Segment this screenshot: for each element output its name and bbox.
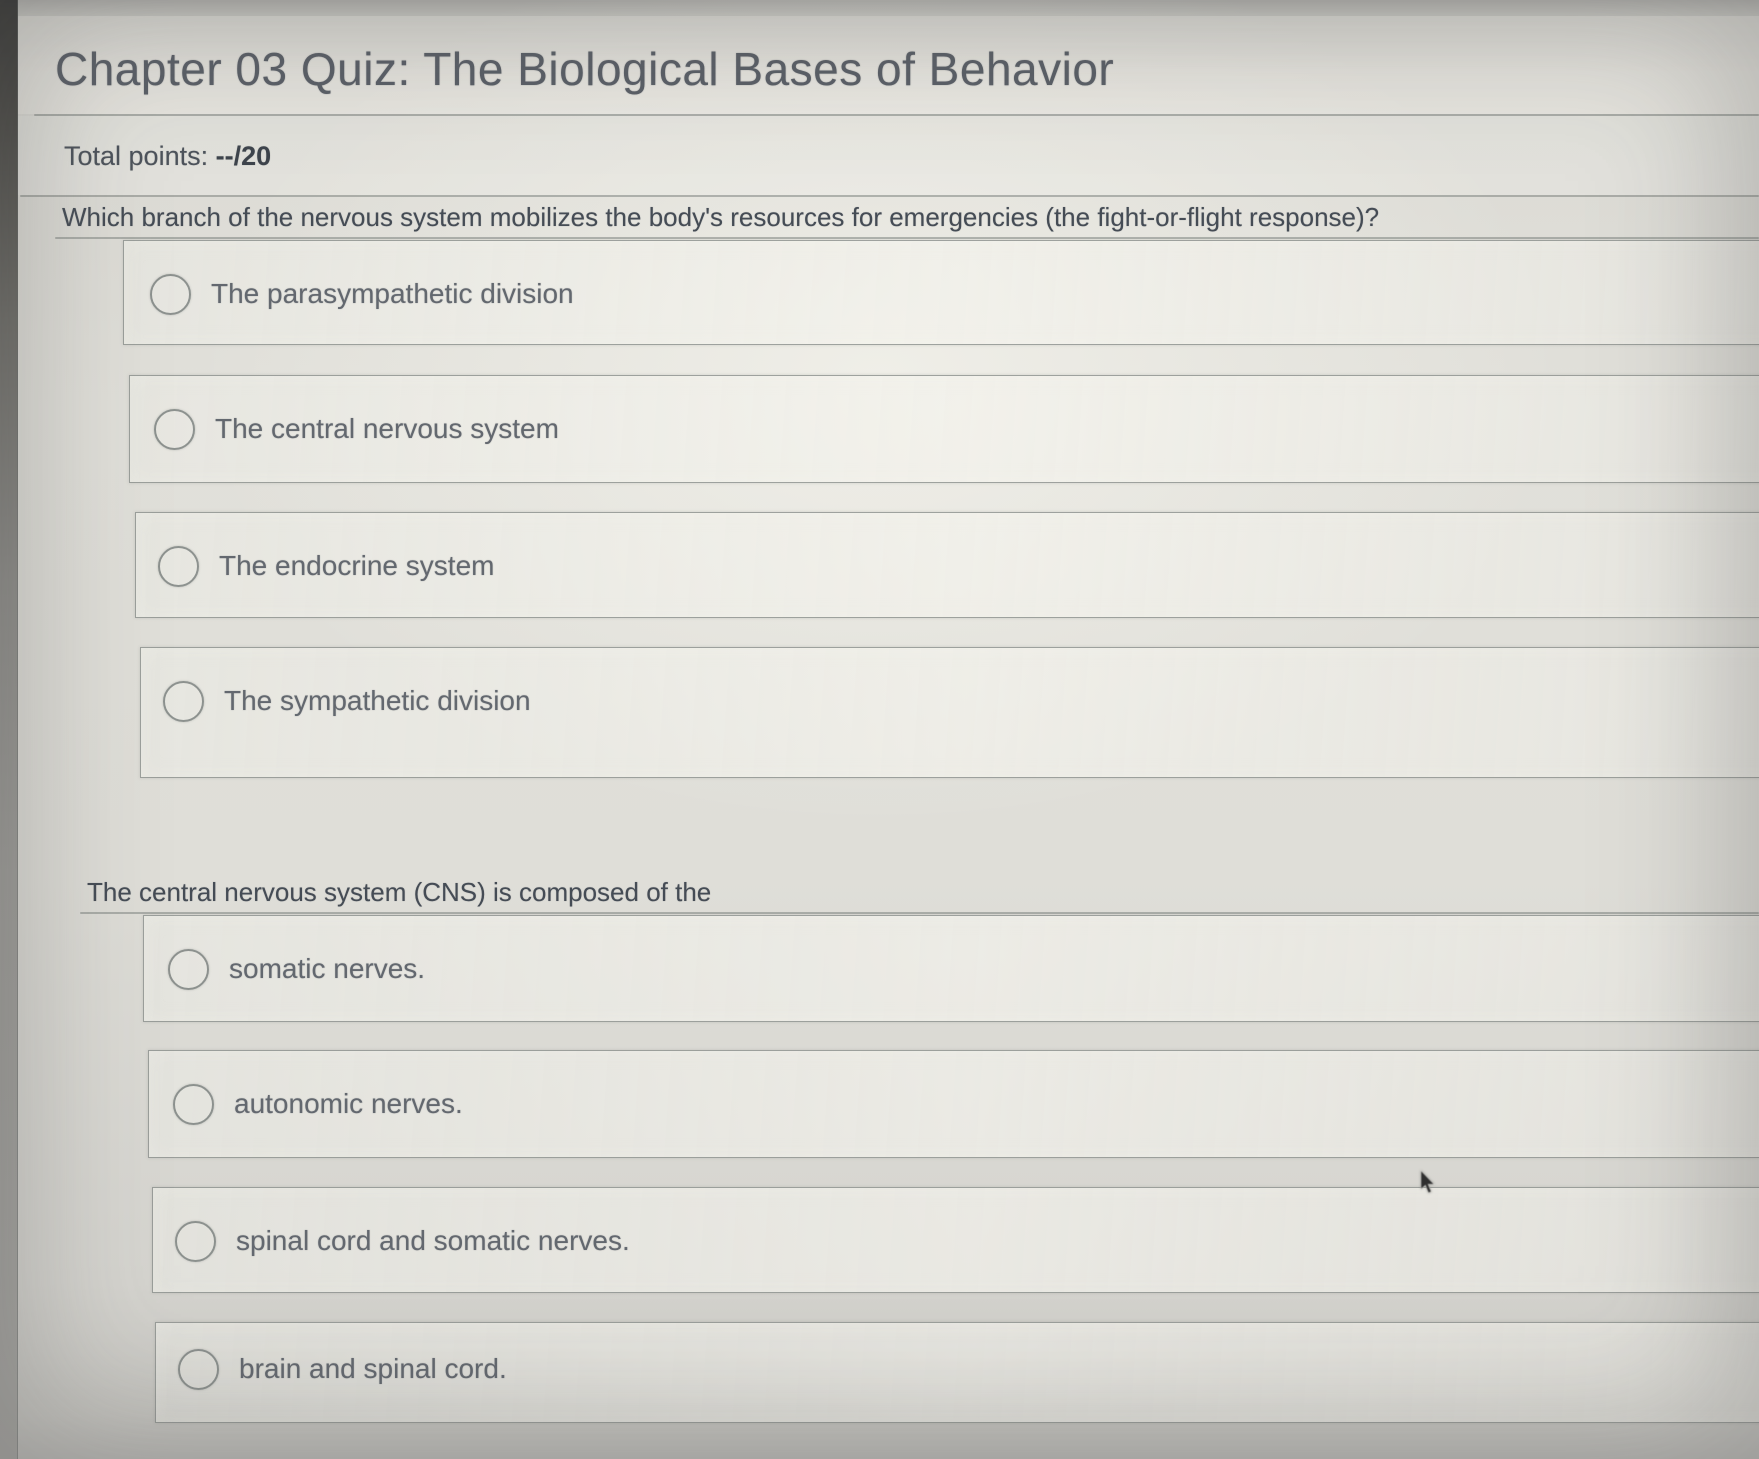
option-box[interactable]: autonomic nerves. (148, 1050, 1759, 1158)
option-label: The parasympathetic division (211, 278, 574, 309)
screen-left-edge (0, 0, 18, 1459)
option-box[interactable]: The sympathetic division (140, 647, 1759, 778)
option-box[interactable]: somatic nerves. (143, 915, 1759, 1022)
option-label: brain and spinal cord. (239, 1353, 507, 1384)
radio-button-icon[interactable] (154, 408, 195, 450)
mouse-cursor (1420, 1170, 1436, 1194)
question-2-underline (80, 912, 1759, 914)
option-label: somatic nerves. (229, 953, 426, 984)
quiz-title: Chapter 03 Quiz: The Biological Bases of… (55, 43, 1115, 95)
question-2-text: The central nervous system (CNS) is comp… (87, 877, 712, 907)
question-1-underline (55, 237, 1759, 239)
option-box[interactable]: spinal cord and somatic nerves. (152, 1187, 1759, 1293)
option-label: The central nervous system (215, 413, 559, 444)
total-points-label: Total points: (64, 141, 216, 171)
option-label: The sympathetic division (224, 685, 531, 716)
total-points: Total points: --/20 (64, 141, 271, 172)
radio-button-icon[interactable] (168, 948, 209, 990)
option-box[interactable]: brain and spinal cord. (155, 1322, 1759, 1423)
radio-button-icon[interactable] (173, 1083, 214, 1125)
option-box[interactable]: The central nervous system (129, 375, 1759, 483)
radio-button-icon[interactable] (178, 1348, 219, 1390)
points-divider (20, 195, 1759, 197)
option-label: autonomic nerves. (234, 1088, 463, 1119)
option-box[interactable]: The parasympathetic division (123, 240, 1759, 345)
option-box[interactable]: The endocrine system (135, 512, 1759, 618)
radio-button-icon[interactable] (163, 680, 204, 722)
header-band (18, 16, 1759, 114)
option-label: spinal cord and somatic nerves. (236, 1225, 630, 1256)
radio-button-icon[interactable] (158, 545, 199, 587)
title-divider (34, 114, 1759, 116)
radio-button-icon[interactable] (175, 1220, 216, 1262)
points-band (18, 116, 1759, 195)
option-label: The endocrine system (219, 550, 495, 581)
total-points-value: --/20 (215, 141, 272, 171)
radio-button-icon[interactable] (150, 273, 191, 315)
question-1-text: Which branch of the nervous system mobil… (62, 202, 1380, 232)
